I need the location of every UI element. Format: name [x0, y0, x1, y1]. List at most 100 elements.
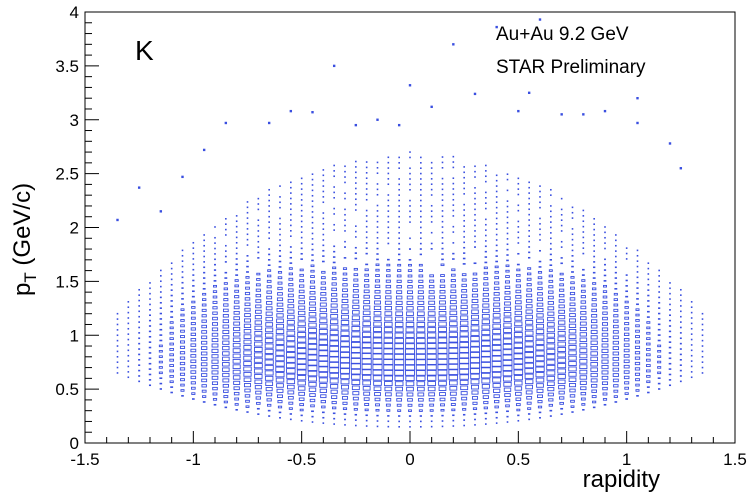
histogram-bin [409, 172, 411, 175]
histogram-bin [298, 300, 305, 305]
histogram-bin [441, 193, 444, 196]
histogram-bin [581, 274, 585, 276]
histogram-bin [394, 375, 404, 381]
histogram-bin [160, 280, 162, 283]
histogram-bin [569, 302, 576, 307]
histogram-bin [474, 197, 476, 200]
histogram-bin [298, 305, 306, 310]
histogram-bin [279, 206, 281, 209]
histogram-bin [483, 277, 489, 281]
histogram-bin [333, 191, 335, 194]
histogram-bin [634, 351, 641, 355]
histogram-bin [243, 377, 252, 382]
histogram-bin [591, 303, 597, 307]
histogram-bin [502, 338, 513, 344]
histogram-bin [571, 271, 574, 273]
histogram-bin [361, 358, 372, 365]
histogram-bin [690, 322, 693, 325]
histogram-bin [430, 248, 433, 250]
histogram-bin [524, 373, 534, 379]
histogram-bin [647, 278, 650, 281]
histogram-bin [298, 289, 305, 294]
outlier-point [116, 218, 119, 222]
histogram-bin [340, 341, 350, 347]
histogram-bin [344, 424, 346, 426]
histogram-bin [307, 333, 318, 339]
histogram-bin [701, 356, 704, 358]
histogram-bin [426, 353, 437, 360]
histogram-bin [701, 334, 704, 337]
histogram-bin [386, 409, 391, 412]
histogram-bin [612, 330, 619, 334]
histogram-bin [549, 415, 552, 417]
histogram-bin [525, 309, 533, 314]
histogram-bin [557, 325, 566, 331]
histogram-bin [159, 339, 163, 342]
histogram-bin [408, 248, 412, 250]
histogram-bin [427, 375, 437, 381]
histogram-bin [690, 327, 693, 330]
histogram-bin [417, 295, 425, 300]
histogram-bin [396, 290, 403, 294]
histogram-bin [265, 327, 274, 333]
histogram-bin [612, 378, 619, 383]
histogram-bin [471, 298, 479, 303]
histogram-bin [276, 308, 284, 313]
histogram-bin [331, 292, 338, 297]
histogram-bin [460, 385, 469, 391]
histogram-bin [307, 343, 318, 350]
histogram-bin [286, 330, 296, 336]
outlier-point [560, 113, 563, 116]
histogram-bin [481, 335, 491, 341]
histogram-bin [341, 384, 349, 390]
histogram-bin [180, 389, 185, 392]
histogram-bin [560, 224, 563, 227]
histogram-bin [528, 197, 530, 200]
histogram-bin [192, 285, 195, 287]
histogram-bin [680, 310, 682, 313]
histogram-bin [438, 305, 447, 311]
histogram-bin [222, 362, 230, 367]
histogram-bin [181, 271, 184, 273]
histogram-bin [463, 225, 465, 227]
histogram-bin [361, 374, 372, 381]
histogram-bin [483, 282, 489, 286]
histogram-bin [286, 352, 296, 358]
histogram-bin [483, 271, 489, 275]
histogram-bin [223, 282, 228, 285]
histogram-bin [300, 236, 303, 239]
histogram-bin [657, 360, 662, 364]
histogram-bin [320, 276, 326, 280]
histogram-bin [463, 166, 465, 168]
y-axis-title-unit: (GeV/c) [9, 183, 36, 272]
histogram-bin [625, 252, 628, 255]
histogram-bin [459, 341, 470, 348]
histogram-bin [311, 421, 314, 423]
histogram-bin [373, 321, 382, 327]
histogram-bin [180, 329, 185, 333]
histogram-bin [603, 403, 607, 406]
histogram-bin [203, 261, 206, 263]
histogram-bin [307, 338, 318, 344]
histogram-bin [376, 253, 379, 255]
histogram-bin [471, 293, 479, 298]
histogram-bin [365, 231, 368, 233]
histogram-bin [592, 282, 597, 285]
histogram-bin [373, 316, 382, 322]
histogram-bin [513, 369, 524, 376]
histogram-bin [439, 397, 446, 402]
histogram-bin [657, 350, 662, 353]
histogram-bin [329, 372, 339, 379]
histogram-bin [426, 359, 437, 365]
histogram-bin [287, 314, 295, 320]
histogram-bin [647, 289, 650, 291]
histogram-bin [623, 359, 630, 364]
histogram-bin [374, 300, 381, 305]
histogram-bin [264, 364, 274, 371]
histogram-bin [246, 206, 249, 209]
histogram-bin [408, 409, 412, 412]
histogram-bin [604, 226, 606, 228]
histogram-bin [290, 230, 292, 232]
histogram-bin [437, 358, 448, 365]
histogram-bin [116, 318, 119, 320]
